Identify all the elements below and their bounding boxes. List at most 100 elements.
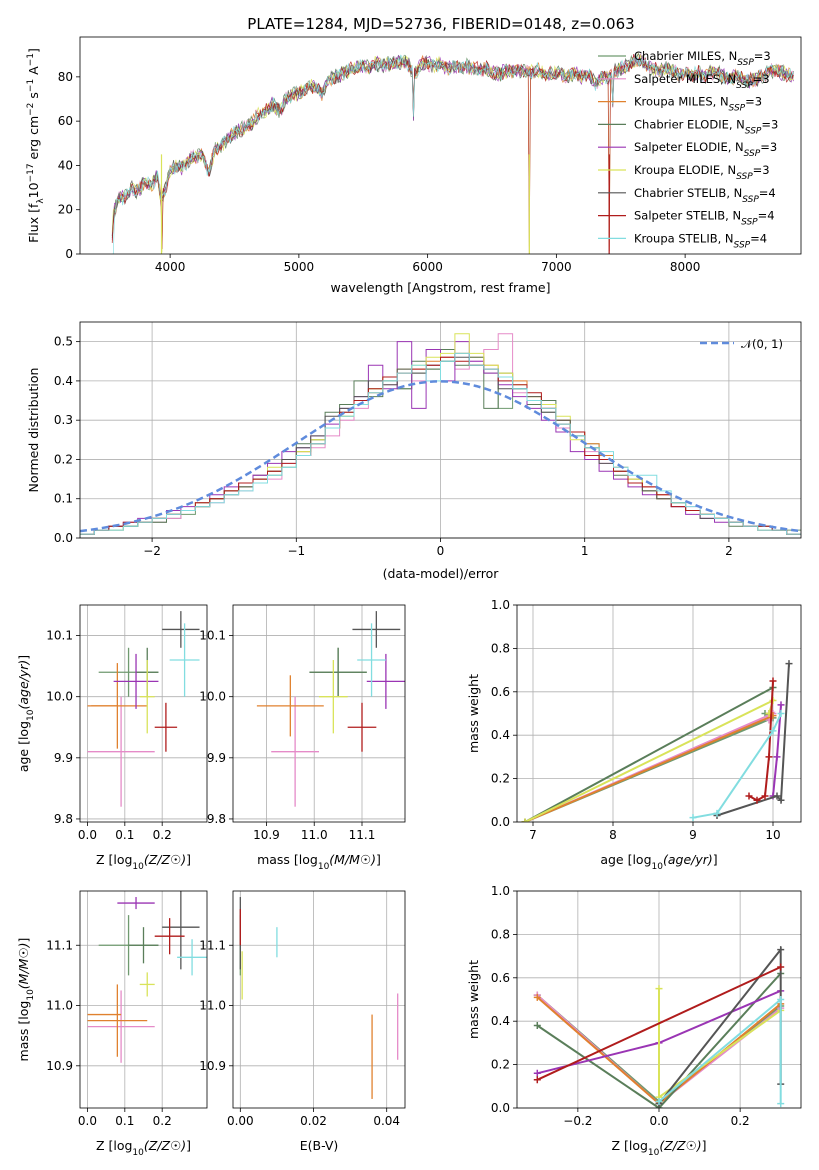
label-part: SSP [729,104,746,114]
x-tick-label: 1 [581,544,589,558]
errorbar-point-7 [347,702,377,752]
axes-frame [232,890,406,1109]
y-tick-label: 0.4 [491,1014,510,1028]
label-part: =3 [753,163,770,177]
label-part: SSP [744,149,761,159]
axes-mass-age: 10.9 11.0 11.1 9.8 9.9 10.0 10.1 mass [log10(M/… [199,604,406,872]
x-tick-label: −2 [143,544,161,558]
x-tick-label: 4000 [155,260,186,274]
weight-marker [533,993,541,1001]
errorbar-point-8 [177,939,207,976]
y-tick-label: 9.8 [54,812,73,826]
weight-marker [777,996,785,1003]
y-tick-label: 0.8 [491,927,510,941]
label-part: (M/M☉) [16,942,31,989]
x-tick-label: 0.00 [227,1114,254,1128]
errorbar-point-3 [128,927,159,964]
errorbar-point-5 [139,972,155,997]
label-part: 10 [26,989,36,1001]
x-tick-label: 0.0 [649,1114,668,1128]
label-part: =3 [745,95,762,109]
x-axis-label: Z [log10(Z/Z☉)] [611,1138,706,1158]
weight-marker [777,796,785,804]
label-part: E(B-V) [300,1138,339,1153]
x-tick-label: −1 [287,544,305,558]
label-part: Kroupa STELIB, N [634,231,734,245]
label-part: 10 [132,1148,144,1158]
weight-line-3 [536,972,782,1108]
legend-label-8: Kroupa STELIB, NSSP=4 [634,231,767,250]
label-part: =4 [759,186,776,200]
x-tick-label: 8000 [670,260,701,274]
y-tick-label: 11.0 [199,999,226,1013]
legend-label-2: Kroupa MILES, NSSP=3 [634,95,762,114]
x-tick-label: 0.1 [115,1114,134,1128]
label-part: ] [16,655,31,660]
y-axis-label: mass weight [466,674,481,753]
weight-marker [777,710,785,717]
axes-frame [516,890,802,1109]
label-part: Kroupa ELODIE, N [634,163,736,177]
weight-marker [533,1022,541,1030]
label-part: (Z/Z☉) [144,852,186,867]
y-axis-label: mass weight [466,960,481,1039]
y-tick-label: 10.0 [46,690,73,704]
errorbar-point-8 [357,623,386,697]
y-tick-label: 0.3 [54,413,73,427]
x-axis-label: (data-model)/error [383,566,500,581]
legend-label-6: Chabrier STELIB, NSSP=4 [634,186,776,205]
legend-label-4: Salpeter ELODIE, NSSP=3 [634,140,777,159]
axes-frame [79,604,208,823]
y-tick-label: 0.4 [491,728,510,742]
label-part: Salpeter MILES, N [634,72,736,86]
y-tick-label: 0.6 [491,685,510,699]
axes-frame [79,890,208,1109]
label-part: Kroupa MILES, N [634,95,729,109]
x-tick-label: 0.2 [153,1114,172,1128]
weight-marker [689,814,697,822]
weight-marker [773,792,781,800]
plot-area-z-mass [87,891,207,1063]
label-part: ] [16,938,31,943]
weight-marker [769,727,777,735]
errorbar-point-2 [87,984,148,1057]
label-part: =3 [753,72,770,86]
x-tick-label: 7 [529,828,537,842]
axes-ebv-mass: 0.00 0.02 0.04 10.9 11.0 11.1 E(B-V) [199,890,406,1153]
y-tick-label: 0.0 [54,531,73,545]
label-part: ] [26,48,41,53]
y-tick-label: 10.1 [46,629,73,643]
errorbar-point-1 [271,696,319,807]
y-tick-label: 0.2 [491,772,510,786]
axes-spectrum: 4000 5000 6000 7000 8000 0 20 40 60 80 wavelength … [26,36,802,295]
y-tick-label: 1.0 [491,598,510,612]
errorbar-point-3 [309,647,367,697]
y-tick-label: 80 [58,70,73,84]
y-tick-label: 0.1 [54,492,73,506]
label-part: (data-model)/error [383,566,500,581]
label-part: ] [713,852,718,867]
y-tick-label: 0 [65,247,73,261]
weight-line-7 [536,966,782,1081]
y-tick-label: 0.6 [491,971,510,985]
x-axis-label: wavelength [Angstrom, rest frame] [330,280,550,295]
errorbar-point-4 [113,653,159,709]
errorbar-point-2 [256,675,324,737]
y-tick-label: 11.1 [199,938,226,952]
figure-title: PLATE=1284, MJD=52736, FIBERID=0148, z=0… [247,15,634,33]
label-part: 10 [652,862,664,872]
label-part: s [26,92,41,103]
x-axis-label: age [log10(age/yr)] [600,852,717,872]
weight-marker [777,1100,785,1108]
errorbar-point-5 [139,660,155,734]
weight-marker [761,792,769,800]
label-part: SSP [737,58,754,68]
label-part: ] [186,852,191,867]
errorbar-point-6 [162,611,200,648]
plot-area-ebv-mass [239,897,399,1099]
x-tick-label: 0.0 [78,828,97,842]
label-part: −17 [26,163,36,182]
weight-marker [753,796,761,804]
